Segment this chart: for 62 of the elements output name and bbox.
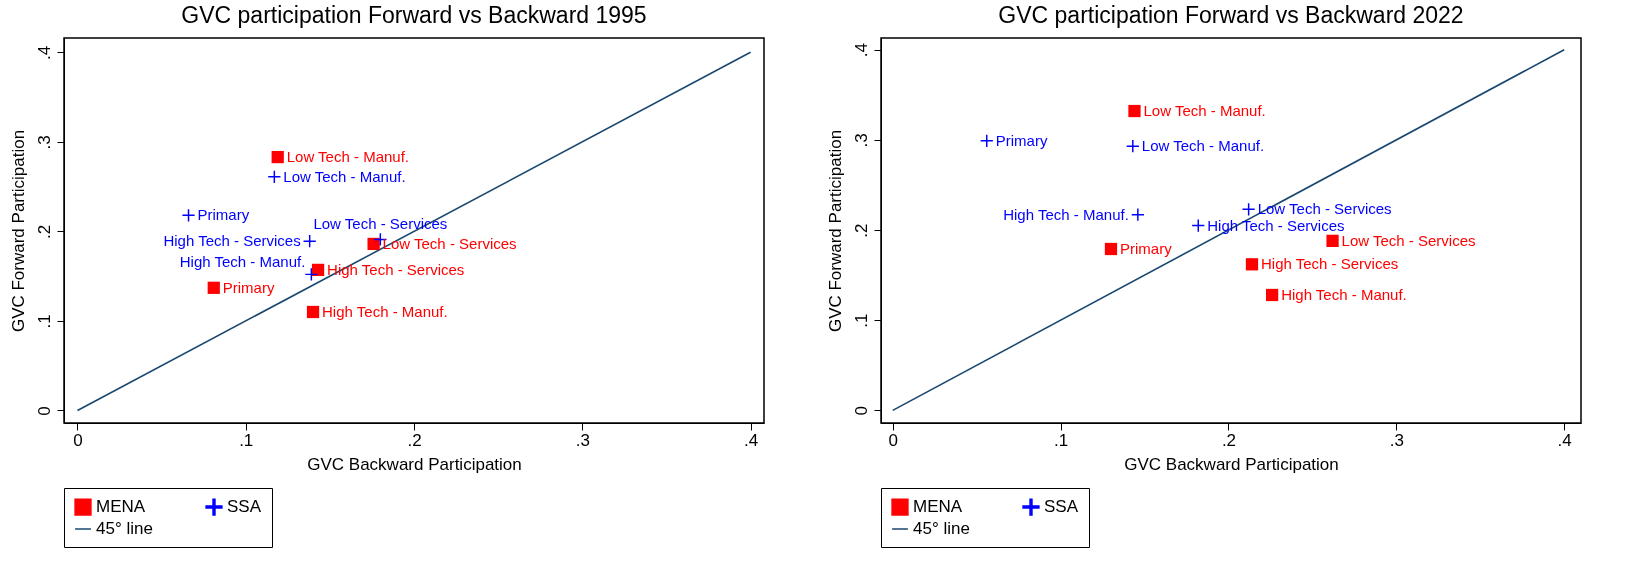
y-tick-label: .2 <box>34 224 54 239</box>
chart-title: GVC participation Forward vs Backward 2022 <box>998 2 1464 28</box>
data-label: Primary <box>197 206 250 224</box>
x-tick-label: .1 <box>1054 430 1069 450</box>
legend-label: MENA <box>96 497 146 517</box>
point <box>207 281 220 294</box>
data-label: Low Tech - Manuf. <box>1141 137 1265 155</box>
data-label: High Tech - Manuf. <box>1281 285 1407 303</box>
y-tick-label: 0 <box>34 406 54 416</box>
legend-label: SSA <box>227 497 262 517</box>
x-tick-label: .4 <box>1557 430 1572 450</box>
point <box>1128 104 1141 118</box>
legend-label: 45° line <box>96 519 153 538</box>
point <box>311 263 325 277</box>
point <box>1266 288 1279 302</box>
x-tick-label: .2 <box>1221 430 1237 450</box>
y-tick-label: 0 <box>851 406 871 416</box>
point <box>367 237 380 251</box>
point <box>306 305 320 319</box>
data-label: High Tech - Services <box>1260 255 1399 273</box>
x-tick-label: 0 <box>73 430 83 450</box>
legend-label: SSA <box>1044 497 1079 517</box>
x-tick-label: .3 <box>1389 430 1404 450</box>
x-tick-label: 0 <box>888 430 898 450</box>
data-label: High Tech - Manuf. <box>179 253 306 271</box>
y-tick-label: .1 <box>34 314 54 329</box>
data-label: Low Tech - Services <box>1341 231 1476 249</box>
x-tick-label: .1 <box>239 430 254 450</box>
y-axis-title: GVC Forward Participation <box>8 129 28 333</box>
point <box>268 170 281 183</box>
x-axis-title: GVC Backward Participation <box>307 454 522 474</box>
data-label: Primary <box>222 278 275 296</box>
data-label: Low Tech - Manuf. <box>1143 102 1266 120</box>
point <box>1131 208 1144 221</box>
y-axis-title: GVC Forward Participation <box>825 129 845 333</box>
legend-label: 45° line <box>913 519 970 538</box>
y-tick-label: .2 <box>851 223 871 238</box>
legend-label: MENA <box>913 497 963 517</box>
x-tick-label: .4 <box>743 430 759 450</box>
data-label: Primary <box>995 131 1048 149</box>
y-tick-label: .3 <box>851 133 871 148</box>
x-tick-label: .2 <box>407 430 422 450</box>
x-axis-title: GVC Backward Participation <box>1124 454 1339 474</box>
data-label: Low Tech - Manuf. <box>286 148 409 166</box>
point <box>1245 258 1259 271</box>
point <box>1104 242 1118 256</box>
y-tick-label: .3 <box>34 135 54 150</box>
chart-title: GVC participation Forward vs Backward 1995 <box>181 2 647 28</box>
data-label: Primary <box>1119 239 1173 257</box>
data-label: High Tech - Services <box>1207 216 1345 234</box>
data-label: High Tech - Services <box>163 232 301 250</box>
data-label: Low Tech - Manuf. <box>283 167 406 185</box>
data-label: High Tech - Manuf. <box>1003 205 1129 223</box>
point <box>1326 234 1339 247</box>
y-tick-label: .4 <box>34 45 54 60</box>
point <box>980 134 993 147</box>
x-tick-label: .3 <box>575 430 590 450</box>
point <box>271 150 284 164</box>
y-tick-label: .1 <box>851 313 871 328</box>
point <box>1126 140 1139 153</box>
y-tick-label: .4 <box>851 43 871 58</box>
data-label: High Tech - Manuf. <box>322 302 448 320</box>
